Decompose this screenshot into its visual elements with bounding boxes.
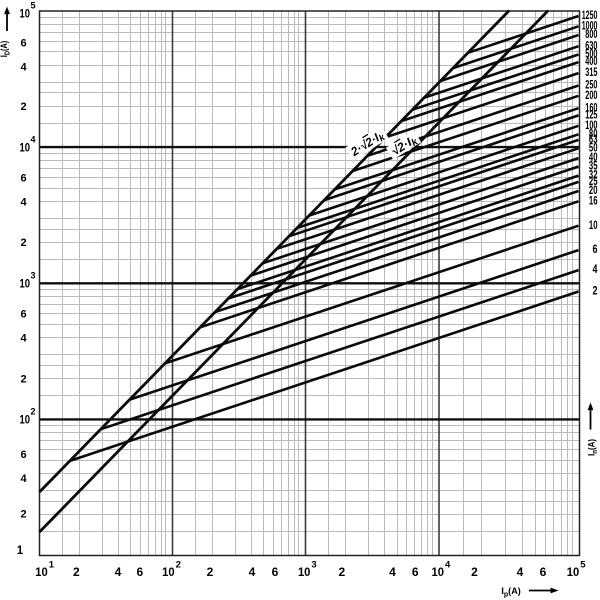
svg-text:2: 2 [176,560,181,571]
svg-text:40: 40 [589,152,598,164]
svg-text:6: 6 [20,308,26,320]
svg-text:10: 10 [20,142,31,154]
svg-text:4: 4 [115,565,122,579]
svg-text:2: 2 [471,565,478,579]
svg-text:5: 5 [31,1,36,11]
svg-text:10: 10 [298,565,311,579]
svg-text:125: 125 [585,110,598,122]
svg-text:6: 6 [412,565,419,579]
svg-text:1: 1 [49,560,55,571]
svg-text:6: 6 [20,38,26,50]
svg-text:6: 6 [20,449,26,461]
svg-text:25: 25 [589,176,598,188]
svg-text:2: 2 [20,373,26,385]
svg-text:4: 4 [20,196,27,208]
svg-text:4: 4 [517,565,524,579]
svg-text:400: 400 [585,56,597,68]
svg-text:2: 2 [593,286,598,298]
svg-text:4: 4 [249,565,256,579]
svg-text:2: 2 [207,565,214,579]
svg-text:5: 5 [580,560,586,571]
svg-text:6: 6 [20,172,26,184]
svg-text:500: 500 [585,49,597,61]
svg-text:10: 10 [20,415,31,427]
svg-text:6: 6 [137,565,144,579]
svg-text:2: 2 [20,101,26,113]
svg-text:20: 20 [589,185,598,197]
svg-text:6: 6 [593,244,598,256]
svg-text:10: 10 [20,279,31,291]
svg-text:35: 35 [589,161,598,173]
svg-text:4: 4 [593,264,598,276]
svg-text:10: 10 [432,565,445,579]
svg-text:4: 4 [20,332,27,344]
svg-text:3: 3 [311,560,316,571]
svg-text:100: 100 [585,120,597,132]
svg-text:2: 2 [20,237,26,249]
svg-text:200: 200 [585,90,597,102]
svg-text:3: 3 [31,271,36,281]
svg-text:2: 2 [20,509,26,521]
svg-text:2: 2 [338,565,345,579]
svg-text:16: 16 [589,195,598,207]
svg-text:630: 630 [585,40,597,52]
svg-text:10: 10 [20,9,31,21]
svg-text:ID(A): ID(A) [0,41,12,58]
svg-text:80: 80 [589,128,598,140]
svg-text:10: 10 [35,565,48,579]
svg-text:10: 10 [162,565,175,579]
svg-text:160: 160 [585,102,597,114]
svg-text:1250: 1250 [582,10,598,22]
svg-text:4: 4 [31,134,36,144]
svg-text:32: 32 [589,170,598,182]
svg-text:4: 4 [445,560,451,571]
svg-text:1: 1 [17,545,24,557]
svg-text:6: 6 [272,565,279,579]
svg-text:1000: 1000 [582,20,598,32]
svg-text:10: 10 [589,220,598,232]
svg-text:4: 4 [389,565,396,579]
svg-text:315: 315 [585,67,598,79]
svg-text:800: 800 [585,29,597,41]
svg-text:63: 63 [589,134,598,146]
svg-text:2: 2 [31,407,36,417]
svg-text:6: 6 [540,565,547,579]
svg-text:2: 2 [73,565,80,579]
svg-text:10: 10 [567,565,580,579]
svg-text:4: 4 [20,473,27,485]
svg-text:50: 50 [589,142,598,154]
svg-text:250: 250 [585,80,597,92]
svg-text:4: 4 [20,62,27,74]
